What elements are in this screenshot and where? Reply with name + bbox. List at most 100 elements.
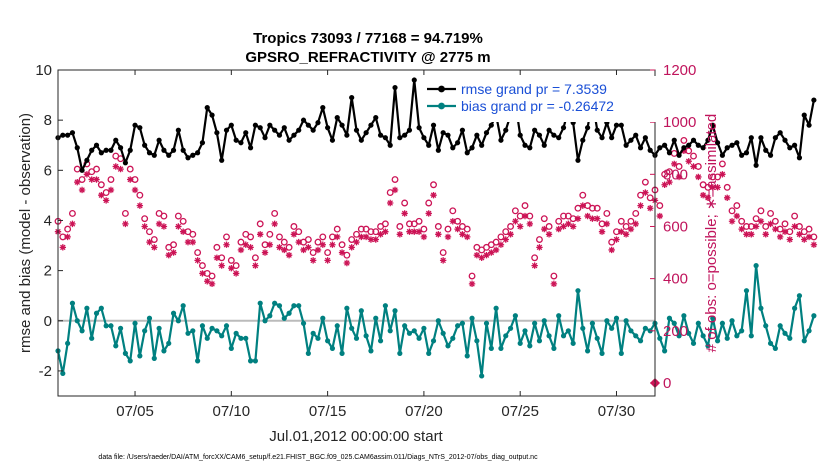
obs-assimilated-marker [420, 233, 428, 241]
bias-point [74, 318, 80, 324]
obs-possible-marker [430, 181, 437, 189]
rmse-point [777, 130, 783, 136]
rmse-point [599, 135, 605, 141]
rmse-point [156, 137, 162, 143]
rmse-point [479, 142, 485, 148]
x-tick-label: 07/20 [405, 403, 443, 420]
rmse-point [430, 122, 437, 128]
rmse-point [483, 130, 490, 136]
obs-assimilated-marker [545, 231, 553, 238]
obs-assimilated-marker [733, 212, 741, 220]
bias-point [666, 315, 673, 321]
bias-point [758, 305, 764, 311]
obs-possible-marker [680, 136, 688, 144]
bias-point [397, 350, 403, 356]
rmse-point [310, 127, 316, 133]
obs-assimilated-marker [454, 225, 461, 233]
bias-point [402, 323, 408, 329]
rmse-point [613, 122, 620, 128]
obs-possible-marker [401, 199, 409, 207]
obs-assimilated-marker [781, 228, 789, 235]
obs-assimilated-marker [579, 202, 586, 209]
rmse-point [445, 132, 451, 138]
bias-point [584, 348, 591, 354]
obs-possible-marker [391, 176, 399, 183]
obs-possible-marker [728, 207, 736, 215]
obs-assimilated-marker [488, 249, 495, 256]
rmse-point [806, 122, 812, 128]
bias-point [426, 350, 432, 356]
obs-assimilated-marker [396, 231, 404, 238]
obs-possible-marker [738, 217, 746, 225]
rmse-point [276, 132, 283, 138]
bias-point [594, 335, 600, 341]
bias-point [455, 323, 461, 329]
obs-possible-marker [444, 225, 452, 233]
obs-assimilated-marker [358, 233, 365, 241]
obs-possible-marker [560, 212, 567, 220]
obs-assimilated-marker [565, 220, 572, 228]
bias-point [305, 350, 311, 356]
rmse-point [743, 150, 750, 156]
rmse-point [710, 122, 716, 128]
rmse-point [739, 152, 745, 158]
bias-point [243, 335, 249, 341]
rmse-point [272, 127, 278, 133]
rmse-point [700, 145, 706, 151]
rmse-point [719, 152, 726, 158]
rmse-point [223, 127, 230, 133]
obs-assimilated-marker [492, 246, 500, 254]
bias-point [551, 345, 557, 351]
rmse-point [686, 142, 692, 148]
rmse-point [792, 142, 798, 148]
bias-point [79, 328, 85, 334]
rmse-point [729, 142, 735, 148]
obs-assimilated-marker [127, 176, 134, 183]
bias-point [695, 320, 701, 326]
rmse-point [233, 137, 239, 143]
obs-assimilated-marker [146, 238, 153, 246]
obs-possible-marker [333, 225, 341, 233]
rmse-point [575, 157, 581, 163]
bias-point [777, 323, 783, 329]
series-line-layer [55, 77, 817, 379]
bias-point [190, 328, 196, 334]
obs-assimilated-marker [64, 233, 71, 241]
obs-assimilated-marker [603, 220, 611, 228]
obs-assimilated-marker [98, 191, 105, 199]
bias-point [185, 330, 191, 336]
obs-possible-marker [97, 181, 105, 189]
bias-point [690, 340, 697, 346]
obs-possible-marker [536, 236, 543, 243]
bias-point [368, 348, 374, 354]
bias-point [498, 345, 504, 351]
obs-assimilated-marker [208, 280, 216, 288]
obs-possible-marker [781, 220, 789, 228]
obs-assimilated-marker [642, 189, 649, 196]
obs-possible-marker [714, 173, 722, 181]
obs-possible-marker [150, 236, 158, 243]
obs-possible-marker [723, 183, 731, 191]
obs-assimilated-marker [574, 215, 582, 222]
obs-possible-marker [641, 178, 649, 186]
rmse-point [734, 140, 740, 146]
rmse-point [363, 130, 369, 136]
obs-possible-marker [771, 217, 779, 225]
obs-assimilated-marker [175, 223, 182, 230]
bias-point [787, 335, 793, 341]
obs-assimilated-marker [401, 210, 408, 217]
y-left-tick-label: -2 [39, 363, 52, 380]
bias-point [782, 330, 788, 336]
obs-assimilated-marker [449, 218, 456, 225]
bias-point [623, 318, 629, 324]
bias-point [339, 350, 345, 356]
obs-assimilated-marker [136, 202, 144, 209]
rmse-point [113, 137, 119, 143]
x-tick-label: 07/15 [309, 403, 347, 420]
obs-assimilated-marker [151, 244, 158, 251]
rmse-point [541, 142, 547, 148]
obs-possible-marker [247, 233, 255, 241]
rmse-point [498, 137, 504, 143]
rmse-point [488, 122, 494, 128]
bias-point [137, 353, 143, 359]
